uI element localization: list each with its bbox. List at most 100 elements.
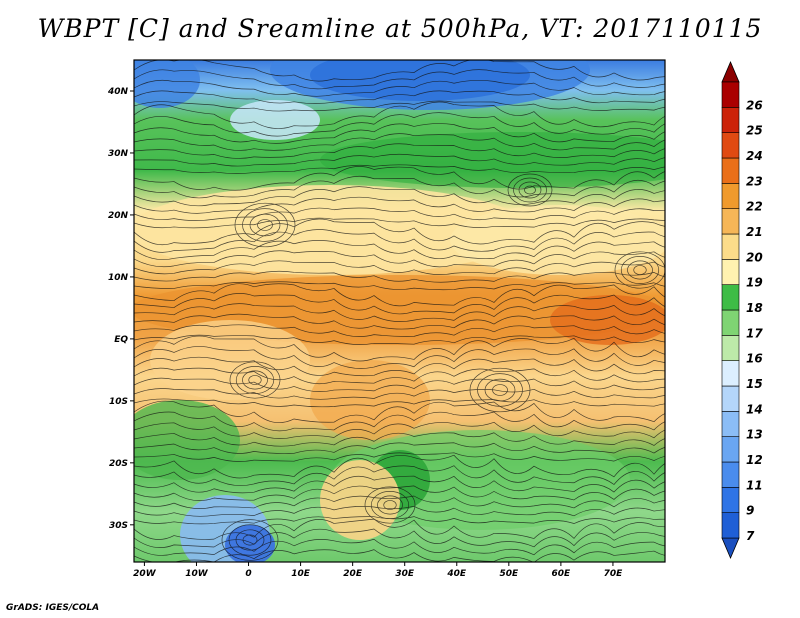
vortex-streamline — [235, 366, 275, 394]
streamline — [134, 281, 665, 291]
plot-frame — [133, 59, 666, 563]
vortex-streamline — [620, 256, 660, 284]
vortex-streamline — [235, 529, 265, 551]
vortex-streamline — [370, 491, 410, 519]
streamline — [134, 260, 665, 276]
colorbar-label: 21 — [746, 225, 763, 239]
colorbar-label: 20 — [746, 250, 763, 264]
colorbar-swatch — [721, 309, 740, 336]
streamline — [134, 123, 665, 144]
streamline — [134, 100, 665, 112]
colorbar-swatch — [721, 157, 740, 184]
streamline — [134, 239, 665, 261]
colorbar-swatch — [721, 183, 740, 209]
vortex-streamline — [492, 384, 508, 396]
streamline — [134, 538, 665, 556]
colorbar-swatch — [721, 461, 740, 488]
streamline — [134, 60, 665, 82]
colorbar-swatch — [721, 233, 740, 260]
lon-tick-label: 70E — [604, 569, 624, 579]
colorbar-label: 22 — [746, 200, 763, 214]
colorbar-swatch — [721, 411, 740, 437]
streamline — [134, 143, 665, 159]
colorbar-swatch — [721, 284, 740, 311]
colorbar-label: 12 — [746, 453, 763, 467]
colorbar-label: 16 — [746, 352, 763, 366]
vortex-streamline — [228, 524, 272, 556]
latitude-axis: 40N 30N 20N 10N EQ 10S 20S 30S — [107, 87, 134, 531]
streamline — [134, 465, 665, 486]
streamline — [134, 324, 665, 337]
streamline — [134, 495, 665, 509]
streamline — [134, 79, 665, 97]
streamline — [134, 196, 665, 214]
streamline — [134, 528, 665, 548]
vortex-streamline — [484, 378, 516, 402]
colorbar-label: 24 — [746, 149, 763, 163]
lon-tick-label: 20W — [133, 569, 157, 579]
vortex-streamline — [377, 495, 403, 515]
vortex-streamline — [513, 177, 547, 203]
streamline — [134, 549, 665, 562]
vortex-streamline — [221, 519, 279, 561]
colorbar-swatch — [721, 132, 740, 159]
colorbar-upper-arrow — [721, 60, 740, 83]
streamline — [134, 432, 665, 447]
colorbar-swatch — [721, 335, 740, 361]
streamline — [134, 101, 665, 129]
colorbar-swatch — [721, 512, 740, 539]
vortex-streamline — [524, 185, 536, 195]
streamlines — [134, 60, 665, 562]
lon-tick-label: 30E — [395, 569, 415, 579]
streamline — [134, 454, 665, 479]
colorbar-swatch — [721, 385, 740, 412]
streamline — [134, 335, 665, 362]
streamline — [134, 475, 665, 494]
streamline — [134, 485, 665, 501]
vortex-streamline — [469, 367, 531, 413]
streamline — [134, 270, 665, 283]
vortex-streamline — [248, 375, 262, 385]
lat-tick-label: 20S — [109, 459, 128, 469]
vortex-streamline — [249, 213, 281, 237]
vortex-streamline — [627, 260, 653, 280]
colorbar-label: 11 — [746, 478, 763, 492]
colorbar-label: 14 — [746, 402, 763, 416]
streamline — [134, 377, 665, 392]
colorbar-lower-arrow — [721, 537, 740, 560]
vortex-streamline — [633, 265, 647, 275]
streamline — [134, 90, 665, 104]
vortex-streamline — [257, 219, 273, 231]
streamline — [134, 356, 665, 377]
streamline — [134, 518, 665, 540]
lon-tick-label: 50E — [499, 569, 519, 579]
streamline — [134, 388, 665, 400]
lat-tick-label: EQ — [114, 335, 128, 345]
colorbar-swatch — [721, 360, 740, 387]
colorbar: 7 9 11 12 13 14 15 16 17 18 19 20 21 22 23 24 25 26 — [721, 60, 763, 560]
streamline — [134, 303, 665, 322]
longitude-axis: 20W 10W 0 10E 20E 30E 40E 50E 60E 70E — [133, 562, 623, 579]
lon-tick-label: 10W — [185, 569, 209, 579]
streamline — [134, 398, 665, 408]
streamline — [134, 166, 665, 191]
colorbar-label: 9 — [746, 504, 754, 518]
lat-tick-label: 30S — [109, 521, 128, 531]
streamline — [134, 452, 665, 462]
streamline — [134, 186, 665, 207]
streamline — [134, 250, 665, 268]
streamline — [134, 400, 665, 424]
streamline — [134, 442, 665, 454]
streamline — [134, 207, 665, 221]
colorbar-swatch — [721, 107, 740, 133]
streamline — [134, 334, 665, 345]
colorbar-swatch — [721, 487, 740, 513]
vortex-streamline — [229, 361, 281, 399]
lon-tick-label: 20E — [343, 569, 363, 579]
streamline — [134, 293, 665, 315]
vortex-streamline — [507, 173, 553, 207]
vortex-streamline — [614, 251, 665, 289]
vortex-streamline — [242, 370, 268, 390]
lon-tick-label: 40E — [446, 569, 467, 579]
vortex-streamline — [518, 181, 542, 199]
